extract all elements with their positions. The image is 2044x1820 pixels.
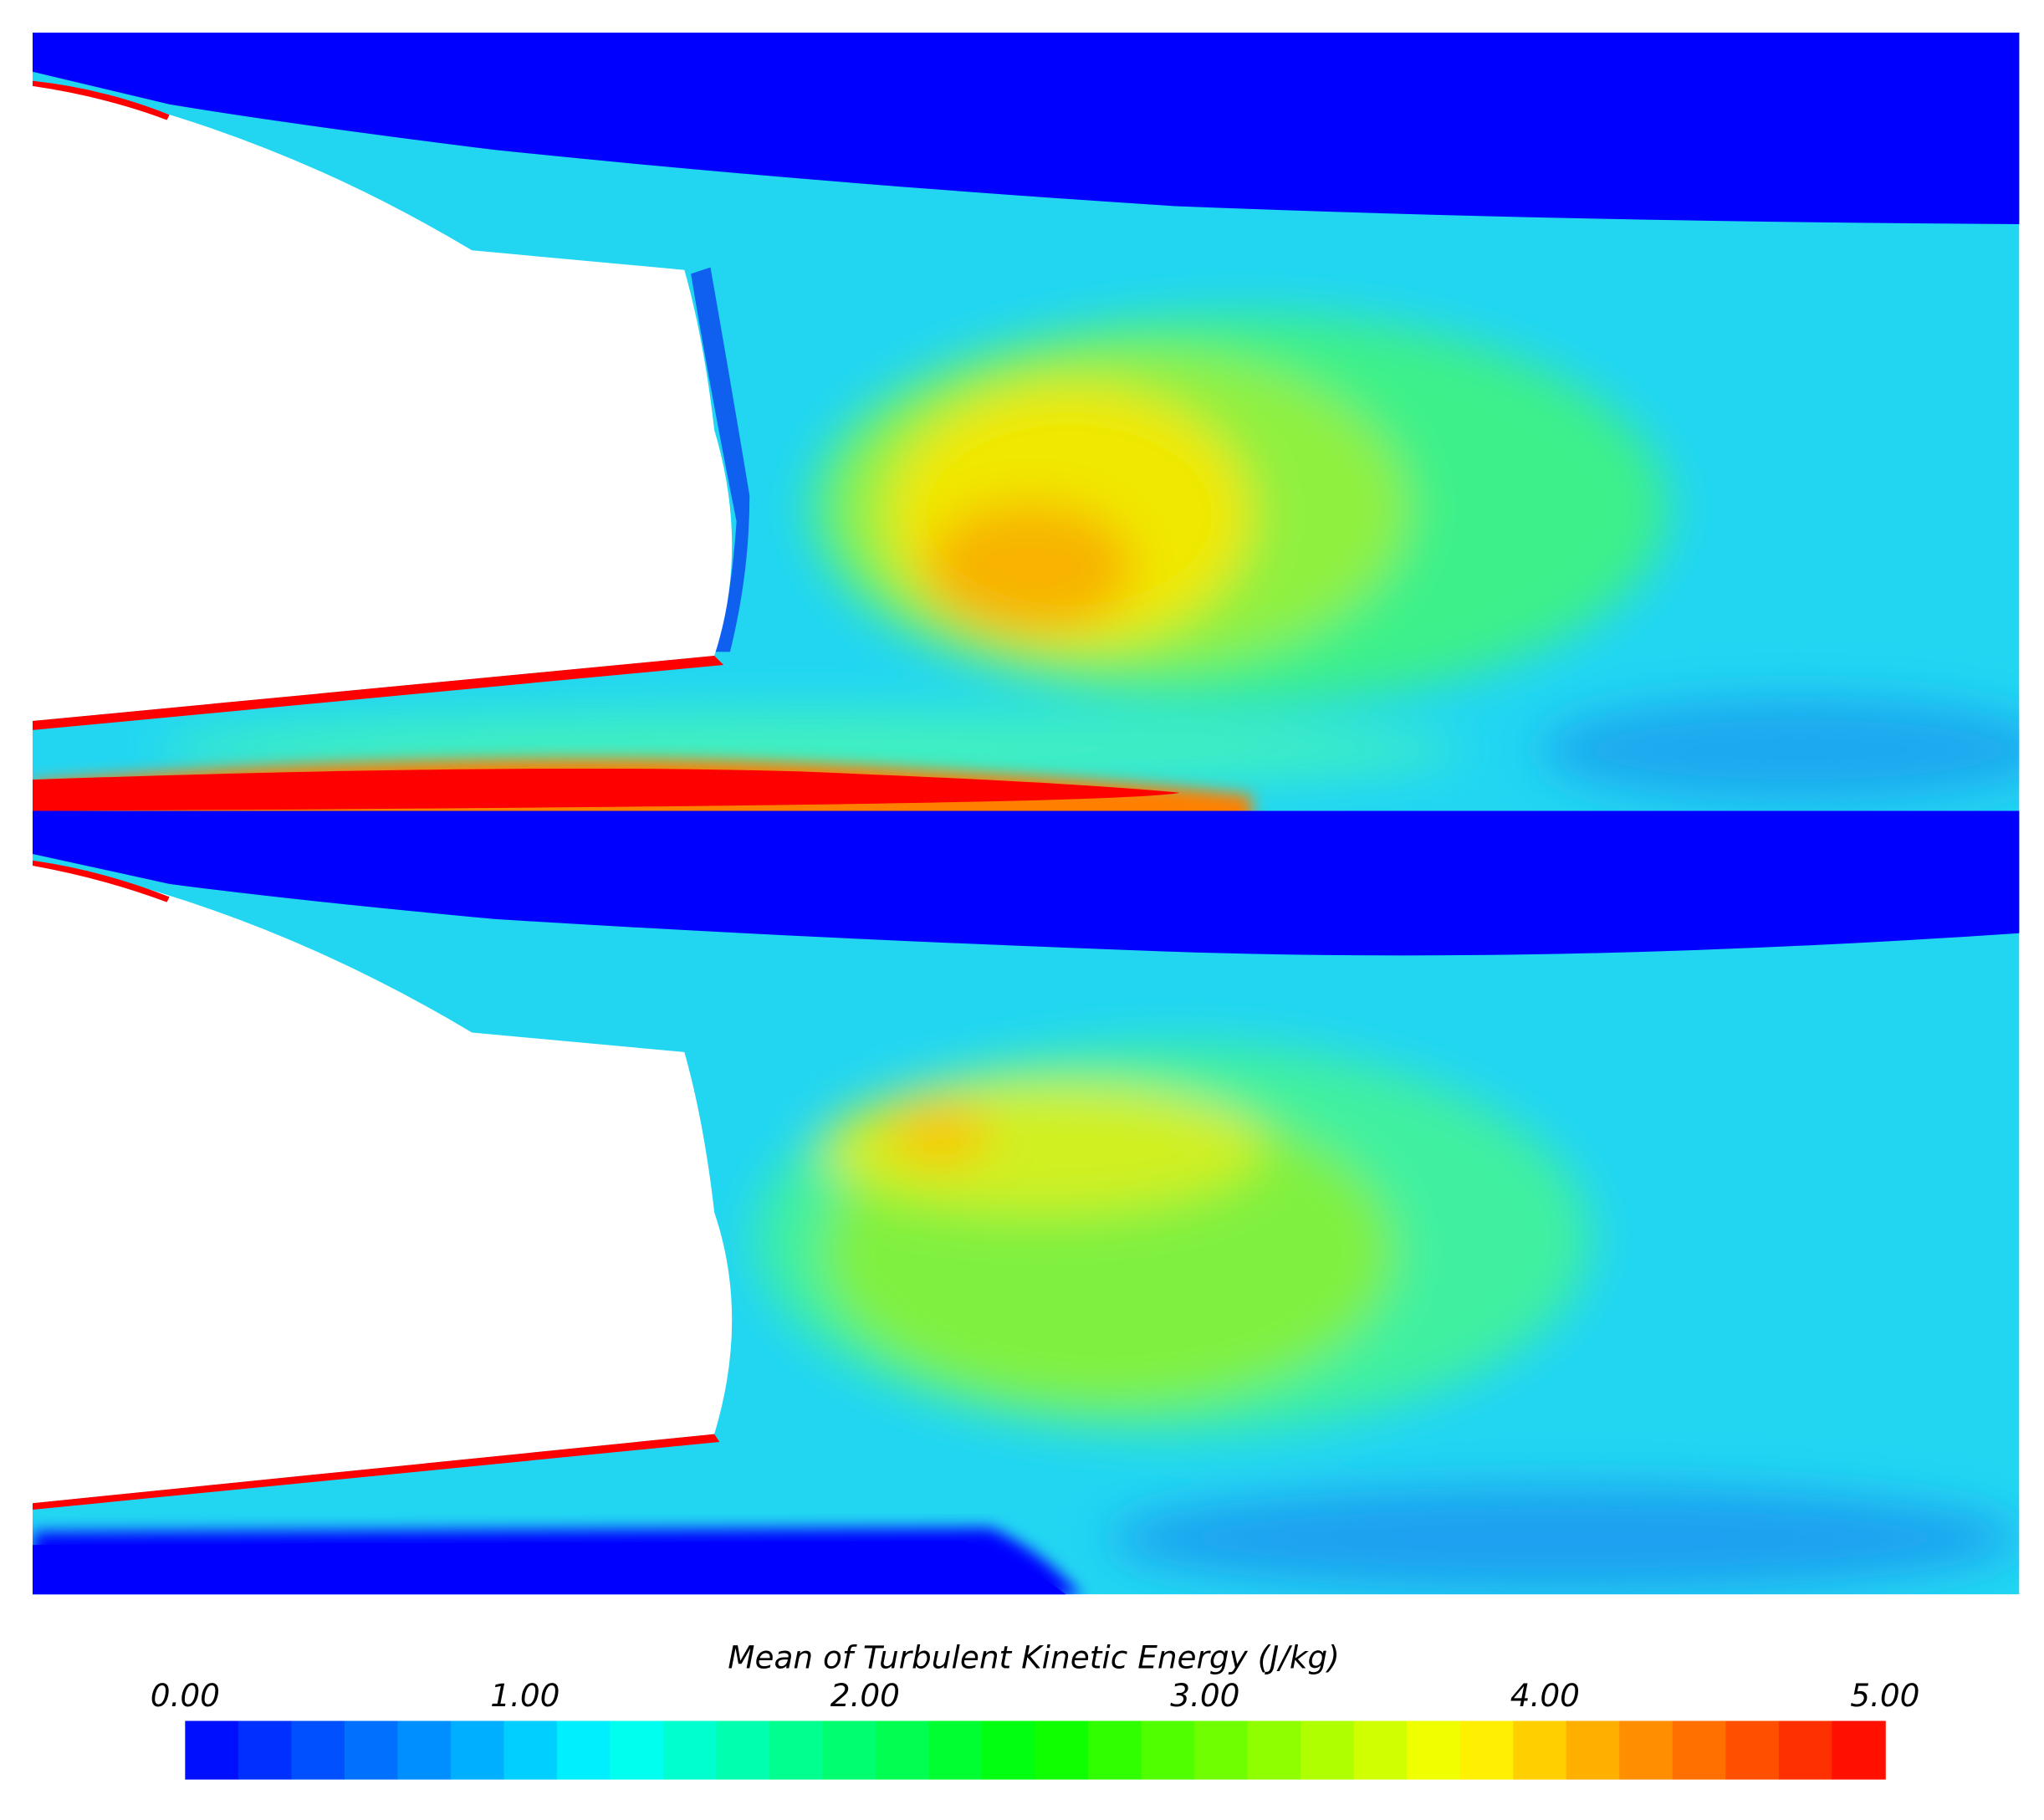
colorbar-bin: [928, 1720, 984, 1780]
colorbar: Mean of Turbulent Kinetic Energy (J/kg) …: [151, 1639, 1919, 1780]
colorbar-bin: [1513, 1720, 1567, 1780]
field-panel-top: [32, 33, 2020, 811]
colorbar-bin: [716, 1720, 770, 1780]
colorbar-bin: [291, 1720, 345, 1780]
colorbar-bin: [876, 1720, 930, 1780]
colorbar-bin: [822, 1720, 876, 1780]
colorbar-bin: [185, 1720, 239, 1780]
colorbar-bin: [1300, 1720, 1355, 1780]
field-panel-bottom: [32, 810, 2020, 1595]
colorbar-bin: [1407, 1720, 1461, 1780]
colorbar-bin: [1088, 1720, 1142, 1780]
colorbar-bin: [1141, 1720, 1196, 1780]
colorbar-bin: [1194, 1720, 1249, 1780]
colorbar-bin: [1672, 1720, 1727, 1780]
colorbar-tick-label: 0.00: [151, 1677, 220, 1714]
colorbar-title: Mean of Turbulent Kinetic Energy (J/kg): [728, 1639, 1340, 1676]
colorbar-bin: [1619, 1720, 1674, 1780]
colorbar-bin: [1247, 1720, 1302, 1780]
colorbar-bin: [397, 1720, 452, 1780]
colorbar-tick-label: 4.00: [1510, 1677, 1580, 1714]
colorbar-bin: [769, 1720, 824, 1780]
colorbar-tick-label: 3.00: [1170, 1677, 1239, 1714]
colorbar-bin: [344, 1720, 399, 1780]
colorbar-bin: [1035, 1720, 1090, 1780]
colorbar-tick-label: 5.00: [1850, 1677, 1919, 1714]
colorbar-bin: [556, 1720, 611, 1780]
colorbar-bin: [503, 1720, 558, 1780]
colorbar-tick-label: 1.00: [490, 1677, 560, 1714]
colorbar-bin: [1778, 1720, 1833, 1780]
colorbar-tick-label: 2.00: [830, 1677, 900, 1714]
colorbar-bin: [1459, 1720, 1515, 1780]
colorbar-bin: [238, 1720, 293, 1780]
colorbar-bin: [610, 1720, 664, 1780]
colorbar-bin: [1832, 1720, 1886, 1780]
colorbar-bin: [1725, 1720, 1780, 1780]
colorbar-bin: [1353, 1720, 1408, 1780]
colorbar-bin: [982, 1720, 1036, 1780]
colorbar-bin: [450, 1720, 505, 1780]
colorbar-bin: [662, 1720, 718, 1780]
colorbar-bin: [1566, 1720, 1621, 1780]
